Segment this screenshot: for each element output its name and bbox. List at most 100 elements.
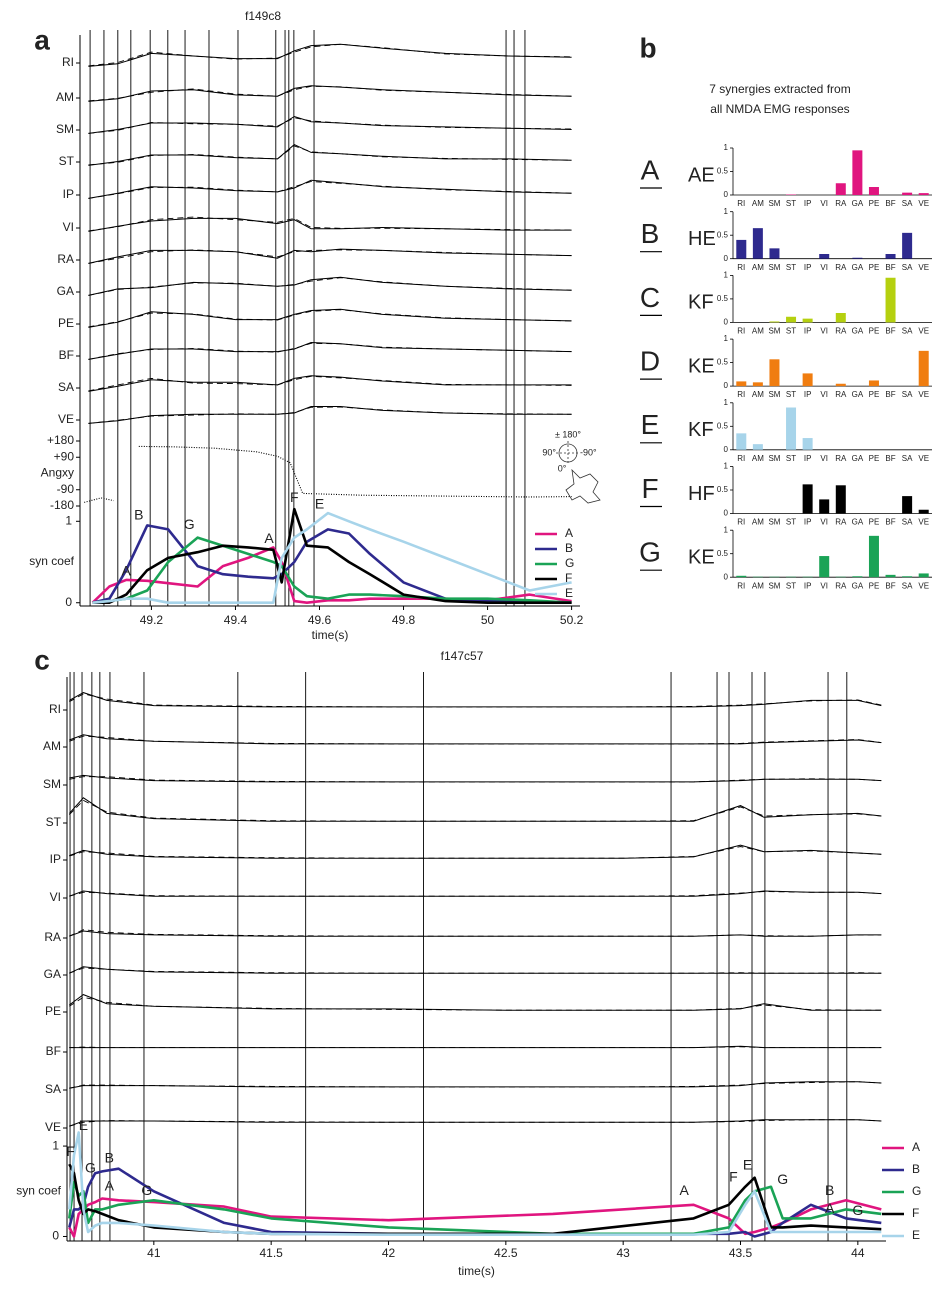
annotation: G [141, 1182, 152, 1198]
x-tick-label: GA [852, 454, 864, 463]
y-tick-label: 1 [724, 271, 729, 280]
x-tick-label: PE [869, 518, 880, 527]
x-tick-label: RA [835, 518, 847, 527]
syn-line [68, 1180, 882, 1236]
x-tick-label: SM [768, 390, 780, 399]
muscle-label: AM [43, 739, 61, 753]
bar [802, 438, 813, 450]
bar [885, 574, 896, 578]
syn-line [92, 524, 572, 604]
x-tick-label: VE [918, 199, 929, 208]
emg-fit [69, 776, 882, 783]
x-tick-label: VI [820, 199, 828, 208]
x-tick-label: RI [737, 263, 745, 272]
x-tick-label: BF [885, 581, 895, 590]
muscle-label: RA [44, 930, 61, 944]
x-tick-label: 50 [481, 613, 495, 627]
bar [786, 316, 797, 323]
emg-fit [88, 85, 572, 102]
x-tick-label: 49.6 [308, 613, 332, 627]
emg-trace [88, 144, 572, 166]
muscle-label: AM [56, 90, 74, 104]
bar [902, 232, 913, 259]
x-tick-label: GA [852, 518, 864, 527]
emg-trace [88, 375, 572, 392]
emg-trace [88, 179, 572, 199]
angle-key [556, 441, 601, 504]
x-tick-label: VE [918, 263, 929, 272]
x-tick-label: VI [820, 518, 828, 527]
key-label: 0° [558, 463, 567, 473]
y-tick-label: 0 [724, 318, 729, 327]
y-tick-label: 1 [724, 334, 729, 343]
emg-trace [88, 115, 572, 134]
x-tick-label: RI [737, 581, 745, 590]
bar [852, 150, 863, 195]
annotation: G [852, 1202, 863, 1218]
y-tick-label: 0 [724, 254, 729, 263]
panel-letter: a [34, 24, 50, 55]
emg-trace [88, 85, 572, 102]
x-tick-label: IP [804, 390, 812, 399]
x-tick-label: VE [918, 581, 929, 590]
x-tick-label: 41.5 [259, 1246, 283, 1260]
y-tick-label: 0 [724, 381, 729, 390]
rat-outline [565, 468, 601, 504]
synergy-label: AE [688, 164, 715, 186]
x-tick-label: 41 [147, 1246, 161, 1260]
x-tick-label: PE [869, 581, 880, 590]
emg-fit [88, 342, 572, 360]
y-tick-label: 0.5 [717, 358, 729, 367]
bar [902, 576, 913, 578]
emg-fit [88, 249, 572, 264]
bar [918, 350, 929, 387]
muscle-label: SM [56, 122, 74, 136]
x-tick-label: RA [835, 199, 847, 208]
bar [752, 228, 763, 259]
x-tick-label: AM [752, 199, 764, 208]
x-tick-label: 43 [616, 1246, 630, 1260]
annotation: A [825, 1200, 835, 1216]
x-tick-label: SA [902, 327, 913, 336]
bar [902, 496, 913, 514]
emg-trace [69, 994, 882, 1011]
x-tick-label: SA [902, 199, 913, 208]
bar [918, 573, 929, 578]
x-tick-label: 42.5 [494, 1246, 518, 1260]
bar [852, 576, 863, 578]
x-tick-label: GA [852, 263, 864, 272]
x-tick-label: IP [804, 581, 812, 590]
x-tick-label: BF [885, 327, 895, 336]
x-tick-label: PE [869, 327, 880, 336]
x-tick-label: 43.5 [729, 1246, 753, 1260]
annotation: A [105, 1177, 115, 1193]
muscle-label: ST [46, 815, 62, 829]
synergy-name: E [641, 409, 660, 440]
bar [819, 499, 830, 514]
y-tick-label: 0.5 [717, 230, 729, 239]
x-tick-label: ST [786, 327, 796, 336]
angle-trace [84, 445, 572, 503]
synergy-name: F [641, 473, 658, 504]
x-tick-label: SA [902, 518, 913, 527]
x-tick-label: ST [786, 390, 796, 399]
x-tick-label: ST [786, 581, 796, 590]
muscle-label: IP [50, 852, 61, 866]
bar [752, 444, 763, 450]
annotation: B [825, 1182, 834, 1198]
legend-label: F [912, 1206, 919, 1220]
x-tick-label: PE [869, 263, 880, 272]
x-tick-label: BF [885, 263, 895, 272]
emg-fit [69, 891, 882, 897]
bar [769, 359, 780, 387]
x-tick-label: BF [885, 454, 895, 463]
bar [852, 257, 863, 259]
x-tick-label: ST [786, 518, 796, 527]
annotation: G [184, 516, 195, 532]
muscle-label: SA [45, 1082, 61, 1096]
chart-title: f147c57 [441, 649, 484, 663]
x-tick-label: PE [869, 454, 880, 463]
bar [736, 575, 747, 578]
x-tick-label: SM [768, 581, 780, 590]
bar [835, 183, 846, 195]
